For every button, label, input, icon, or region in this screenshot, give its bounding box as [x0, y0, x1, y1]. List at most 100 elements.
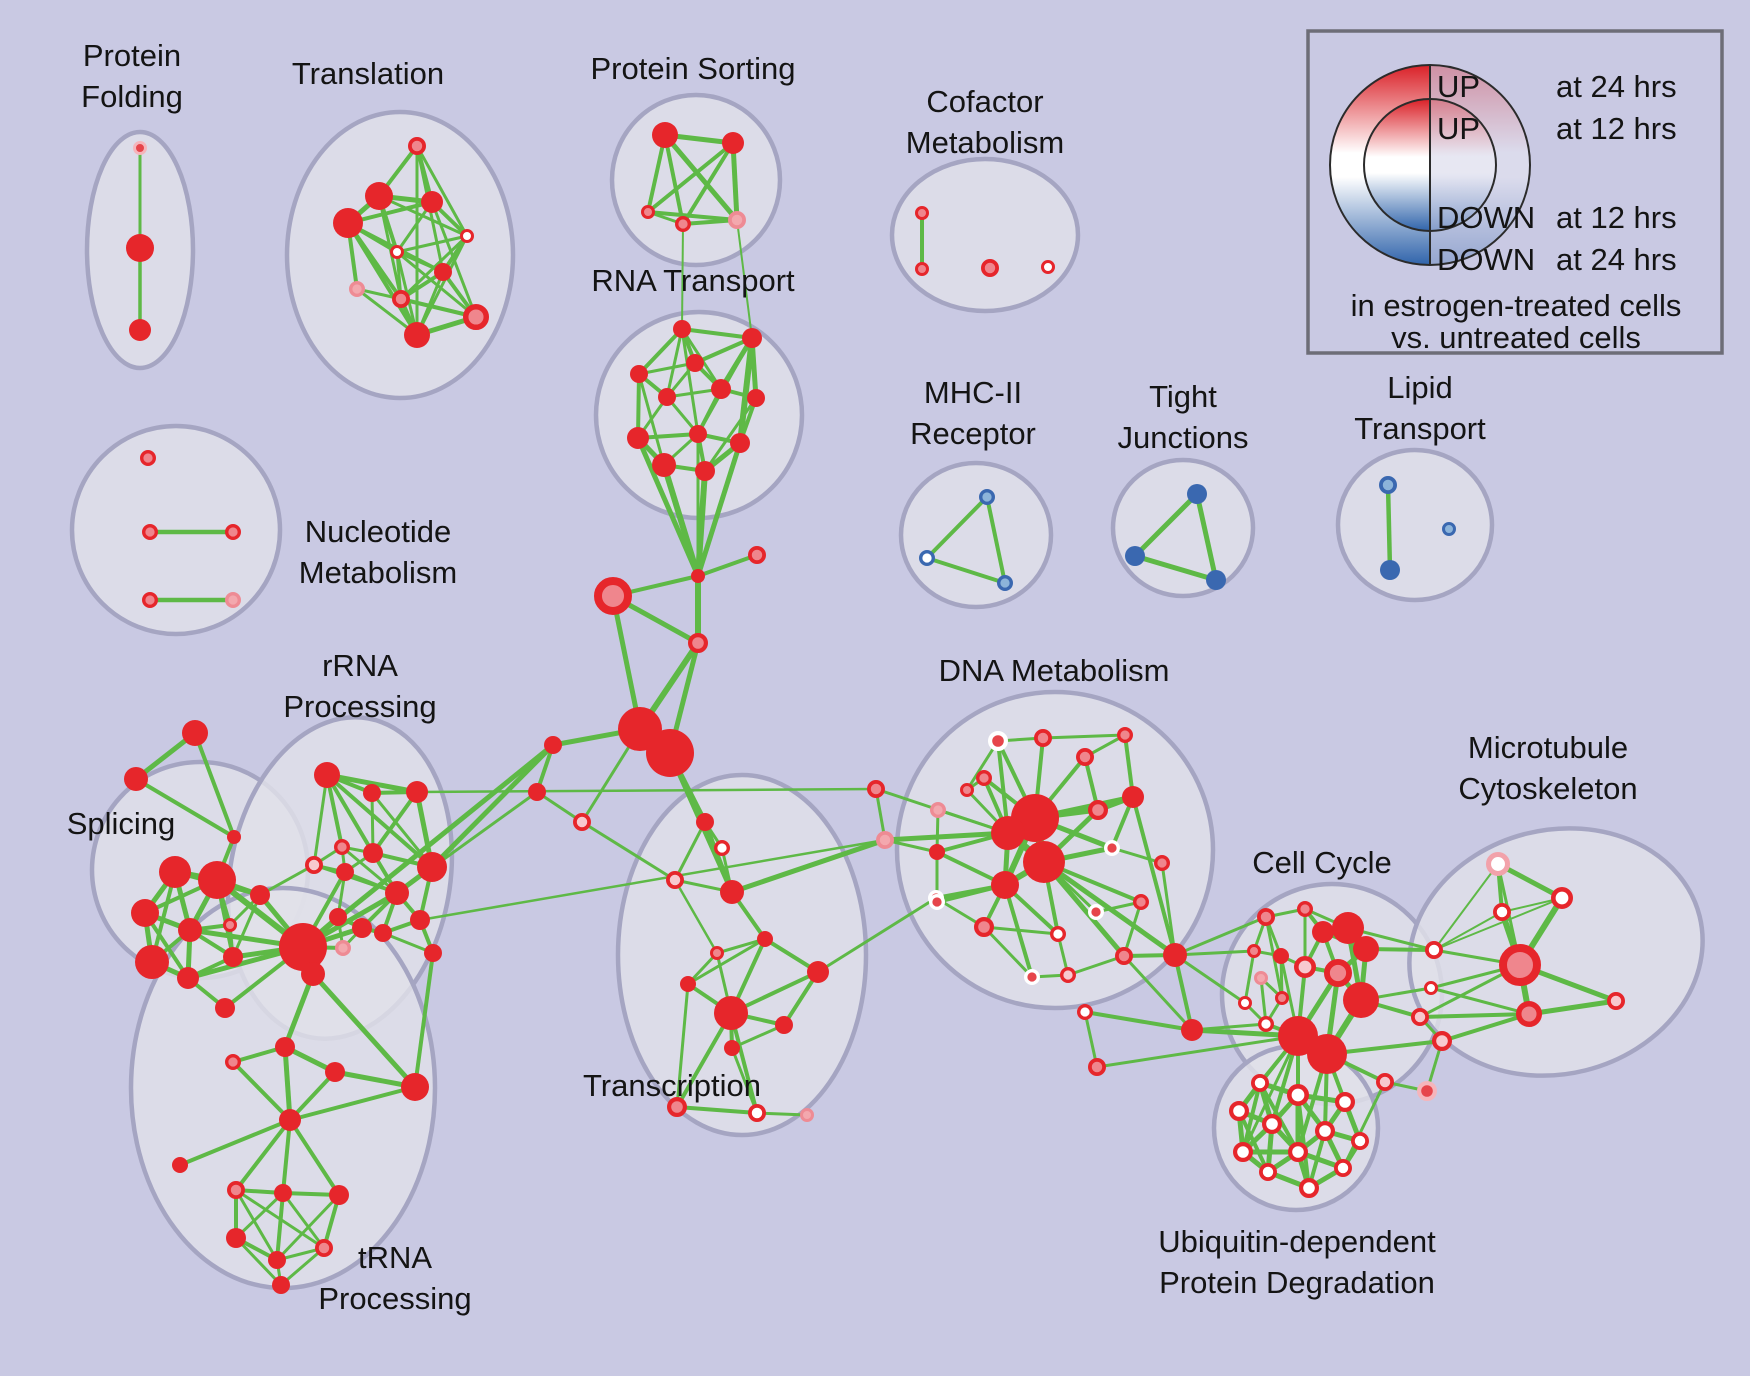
cluster-label-mhc-ii-receptor-line1: MHC-II	[924, 375, 1022, 410]
edge-T1-T4	[703, 821, 734, 893]
node-c1	[1297, 900, 1314, 917]
edge-T9-T13	[729, 1012, 759, 1114]
node-d3	[1076, 748, 1095, 767]
edge-rt3-rt4	[638, 361, 696, 376]
edge-rt1-rt9	[680, 328, 700, 435]
edge-q5-q9	[288, 1118, 341, 1197]
edge-ps4-ps5	[682, 218, 738, 226]
cluster-label-dna-metabolism-line1: DNA Metabolism	[939, 653, 1170, 688]
node-cx1	[1077, 1003, 1094, 1020]
node-s6	[250, 885, 270, 905]
edge-u2-u12	[1296, 1094, 1311, 1189]
legend: UP at 24 hrs UP at 12 hrs DOWN at 12 hrs…	[1306, 29, 1724, 355]
node-q1	[275, 1037, 295, 1057]
edge-cx1-c15	[1084, 1010, 1193, 1032]
legend-row4-direction: DOWN	[1437, 242, 1535, 277]
edge-q5-q8	[281, 1119, 292, 1194]
node-c6	[1294, 955, 1317, 978]
node-d5	[929, 801, 946, 818]
node-u12	[1298, 1177, 1319, 1198]
cluster-label-translation-line1: Translation	[292, 56, 444, 91]
node-t11	[404, 322, 430, 348]
edge-rt1-rt6	[665, 328, 684, 398]
node-d4	[975, 769, 992, 786]
cluster-label-ubiquitin-degradation-line2: Protein Degradation	[1159, 1265, 1435, 1300]
edge-cC-cE1	[610, 595, 643, 730]
node-cf3	[981, 259, 1000, 278]
edge-r1-r3	[326, 772, 418, 795]
node-d13	[1104, 839, 1121, 856]
node-c14	[1258, 1015, 1275, 1032]
node-q11	[268, 1251, 286, 1269]
legend-row4-time: at 24 hrs	[1556, 242, 1677, 277]
edge-tj1-tj3	[1194, 493, 1219, 581]
node-q6	[172, 1157, 188, 1173]
node-nm1	[139, 449, 156, 466]
node-nm2	[141, 523, 158, 540]
node-lt1	[1379, 476, 1398, 495]
edge-m7-c21	[1441, 1012, 1530, 1043]
edge-ps5-rt2	[736, 219, 753, 339]
edge-d20-d22	[1067, 954, 1125, 977]
edge-T9-T12	[675, 1012, 733, 1108]
edge-t1-t5	[415, 145, 469, 237]
node-c7	[1312, 921, 1334, 943]
node-u6	[1314, 1120, 1335, 1141]
node-u9	[1287, 1141, 1308, 1162]
edge-d13-d14	[1111, 846, 1163, 865]
edge-lt1-lt2	[1385, 484, 1393, 571]
edge-r3-d28	[416, 787, 877, 794]
node-nm4	[141, 591, 158, 608]
node-c4	[1273, 948, 1289, 964]
node-d9	[991, 816, 1025, 850]
cluster-label-splicing-line1: Splicing	[67, 806, 176, 841]
edge-q4-sph2	[311, 972, 417, 1089]
cluster-label-mhc-ii-receptor-line2: Receptor	[910, 416, 1036, 451]
edge-ps3-ps5	[647, 210, 738, 222]
edge-q5-q6	[179, 1118, 291, 1167]
edge-cA-cB	[697, 553, 758, 578]
node-d28	[867, 780, 886, 799]
node-r6	[363, 843, 383, 863]
edge-rt2-rt3	[694, 336, 753, 365]
cluster-label-microtubule-cytoskeleton-line2: Cytoskeleton	[1458, 771, 1637, 806]
node-rt11	[652, 453, 676, 477]
node-spt2	[124, 767, 148, 791]
node-t2	[365, 182, 393, 210]
node-mh1	[978, 488, 995, 505]
edge-d2-d27	[1042, 733, 1126, 740]
node-lt2	[1380, 560, 1400, 580]
edge-m7-m8	[1528, 998, 1617, 1017]
edge-ps4-rt1	[681, 223, 684, 330]
node-m1	[1486, 852, 1511, 877]
edge-t4-t11	[346, 221, 419, 337]
node-d18	[1088, 903, 1105, 920]
edge-d14-d24	[1160, 862, 1177, 956]
node-m8	[1607, 992, 1626, 1011]
cluster-label-lipid-transport-line2: Transport	[1354, 411, 1486, 446]
node-lt3	[1442, 522, 1456, 536]
node-s3	[131, 899, 159, 927]
node-d1	[987, 730, 1008, 751]
node-s8	[135, 945, 169, 979]
node-r15	[334, 939, 351, 956]
node-T3	[666, 871, 685, 890]
node-c12	[1275, 991, 1289, 1005]
node-u2	[1287, 1084, 1310, 1107]
node-q13	[272, 1276, 290, 1294]
legend-row2-time: at 12 hrs	[1556, 111, 1677, 146]
edge-r13-d23	[419, 838, 886, 922]
node-t6	[390, 245, 404, 259]
node-d24	[1163, 943, 1187, 967]
legend-caption-line2: vs. untreated cells	[1391, 320, 1641, 355]
node-r11	[352, 918, 372, 938]
cluster-ellipse-protein-sorting	[609, 92, 783, 268]
edge-r2-r8	[370, 792, 434, 868]
cluster-label-ubiquitin-degradation-line1: Ubiquitin-dependent	[1158, 1224, 1436, 1259]
edge-T7-T12	[675, 983, 690, 1108]
legend-row3-time: at 12 hrs	[1556, 200, 1677, 235]
node-spt1	[182, 720, 208, 746]
node-r7	[336, 863, 354, 881]
node-d10	[1023, 841, 1065, 883]
